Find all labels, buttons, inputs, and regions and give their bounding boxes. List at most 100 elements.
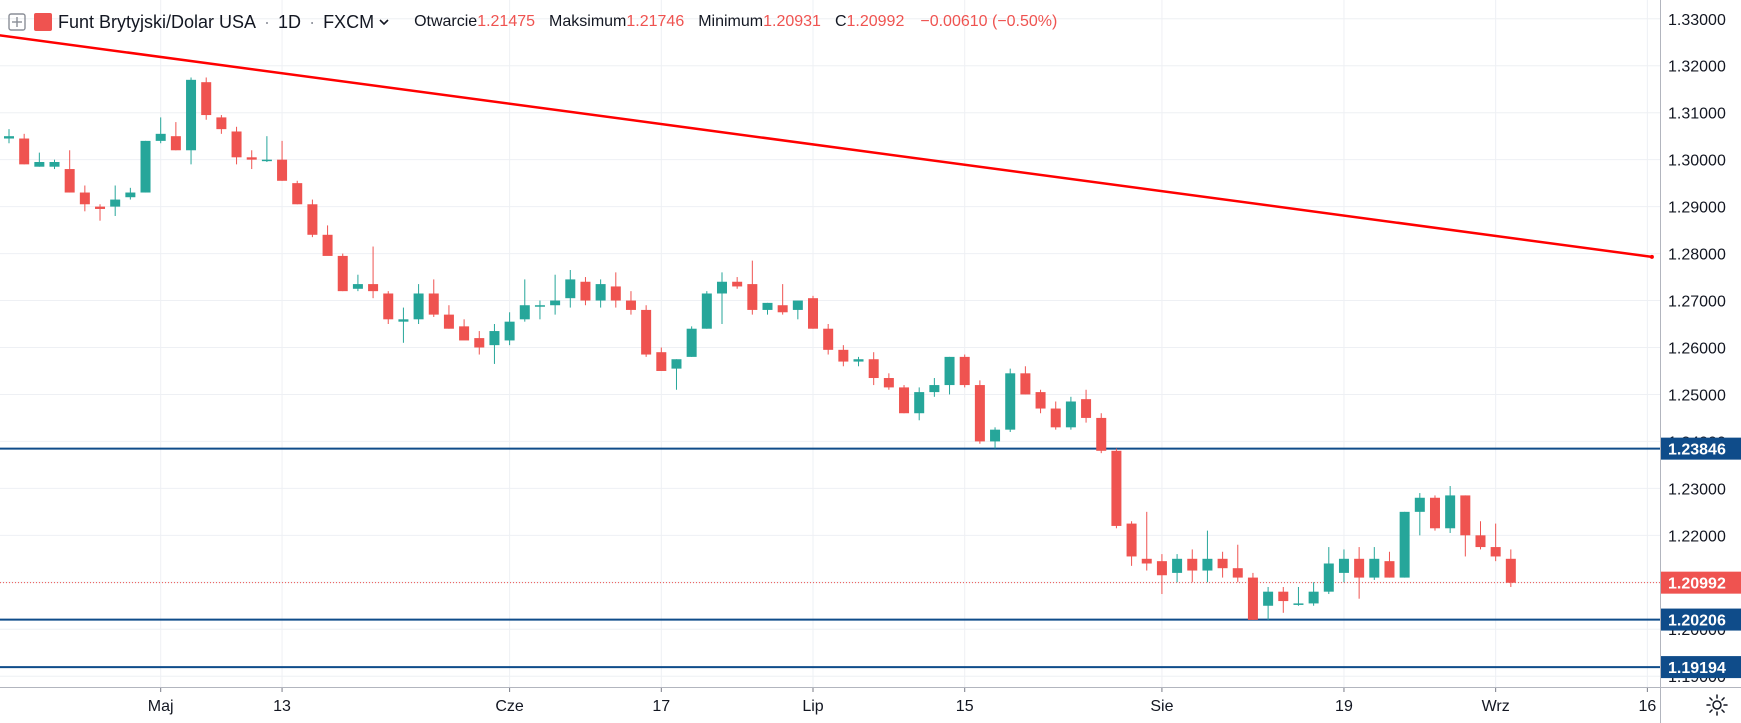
- y-tick-label: 1.33000: [1668, 12, 1726, 29]
- high-label: Maksimum: [549, 13, 627, 30]
- candle: [110, 185, 121, 217]
- y-tick-label: 1.27000: [1668, 294, 1726, 311]
- candle-body: [4, 136, 14, 139]
- candle: [777, 284, 788, 315]
- candle-body: [519, 305, 530, 320]
- candle-body: [899, 387, 910, 414]
- candle: [1065, 396, 1076, 430]
- candle-body: [792, 300, 803, 310]
- candle: [1081, 389, 1092, 423]
- candle: [49, 159, 60, 170]
- chevron-down-icon[interactable]: [378, 16, 390, 28]
- candle-body: [580, 281, 591, 301]
- support-price-label-text: 1.20206: [1668, 613, 1726, 630]
- candle: [944, 356, 955, 395]
- candle: [550, 274, 561, 315]
- candle: [929, 378, 940, 397]
- candle-body: [823, 328, 834, 350]
- candle: [1445, 486, 1456, 533]
- candle-body: [155, 133, 166, 141]
- candle-body: [398, 319, 409, 322]
- candle: [261, 136, 272, 163]
- candle: [459, 319, 470, 341]
- candle: [883, 373, 894, 390]
- candle-body: [34, 162, 45, 167]
- candle: [125, 187, 136, 200]
- candle: [489, 324, 500, 364]
- candle-body: [762, 302, 773, 310]
- collapse-icon[interactable]: [8, 13, 26, 31]
- candle: [307, 199, 318, 238]
- candle-body: [231, 131, 242, 158]
- candle: [170, 122, 181, 151]
- candle-body: [352, 284, 363, 289]
- interval[interactable]: 1D: [278, 11, 302, 32]
- candle: [1202, 530, 1213, 583]
- candle: [1460, 495, 1471, 557]
- candle: [1247, 572, 1258, 620]
- candle: [716, 272, 727, 325]
- candle-body: [19, 138, 30, 165]
- support-price-label-bg: [1661, 656, 1741, 679]
- candle: [853, 356, 864, 367]
- y-tick-label: 1.32000: [1668, 59, 1726, 76]
- chart-legend: Funt Brytyjski/Dolar USA · 1D · FXCM Otw…: [0, 8, 1057, 36]
- candle: [565, 270, 576, 308]
- candle: [413, 284, 424, 325]
- support-price-label: 1.20206: [1661, 608, 1741, 631]
- candle: [1172, 554, 1183, 583]
- candle: [1096, 413, 1107, 454]
- candle-body: [307, 204, 318, 235]
- candle-body: [186, 79, 197, 151]
- candle: [216, 115, 227, 134]
- candle-body: [565, 279, 576, 299]
- candle-body: [443, 314, 454, 329]
- candle-body: [1111, 450, 1122, 526]
- candle-body: [1081, 399, 1092, 418]
- candle-body: [1247, 577, 1258, 620]
- candle-body: [868, 359, 879, 379]
- candle-body: [534, 305, 545, 307]
- x-tick-label: 13: [273, 698, 291, 715]
- trend-line-anchor: [1649, 254, 1654, 259]
- candle-body: [610, 286, 621, 301]
- candle-body: [641, 309, 652, 355]
- candle: [671, 359, 682, 390]
- candle: [1263, 586, 1274, 620]
- gear-icon[interactable]: [1705, 693, 1729, 717]
- candle: [656, 347, 667, 371]
- candle-body: [1369, 558, 1380, 578]
- candle-body: [550, 300, 561, 306]
- low-label: Minimum: [698, 13, 764, 30]
- candle: [4, 129, 14, 144]
- candle: [595, 279, 606, 308]
- candle: [277, 140, 288, 181]
- candle-body: [1429, 497, 1440, 529]
- candle: [868, 352, 879, 386]
- candle: [899, 385, 910, 414]
- candle: [534, 300, 545, 320]
- close-label: C: [834, 13, 847, 30]
- candle-body: [337, 255, 348, 292]
- candle: [398, 307, 409, 343]
- trend-line-group: [0, 34, 1654, 259]
- candle: [914, 387, 925, 421]
- change-value: −0.00610 (−0.50%): [920, 13, 1058, 30]
- candle-body: [701, 293, 712, 329]
- symbol-name[interactable]: Funt Brytyjski/Dolar USA: [58, 11, 257, 32]
- candle: [1035, 389, 1046, 414]
- candle: [762, 302, 773, 315]
- candle-body: [504, 321, 515, 341]
- candle: [1050, 401, 1061, 430]
- candle: [1111, 448, 1122, 529]
- candle: [1020, 366, 1031, 395]
- exchange[interactable]: FXCM: [323, 11, 375, 32]
- candle-body: [1278, 591, 1289, 602]
- candle: [1141, 511, 1152, 571]
- candle: [519, 279, 530, 322]
- candle-body: [595, 284, 606, 301]
- candle-body: [261, 159, 272, 162]
- candle-body: [990, 429, 1001, 442]
- last-price-label-text: 1.20992: [1668, 576, 1726, 593]
